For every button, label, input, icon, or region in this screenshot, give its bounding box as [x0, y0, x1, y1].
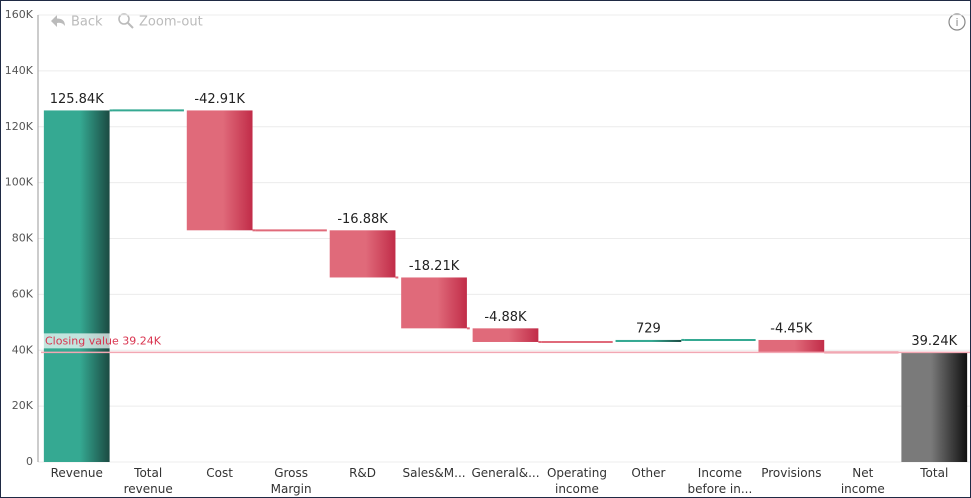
total-bar: [901, 352, 968, 462]
x-tick-line: Margin: [271, 482, 312, 496]
x-tick-line: Gross: [274, 466, 308, 480]
back-icon: [51, 15, 65, 27]
y-tick-label: 20K: [12, 399, 34, 412]
x-tick-line: Revenue: [51, 466, 103, 480]
x-tick-label: Provisions: [761, 466, 821, 480]
zoom-icon: [118, 13, 130, 25]
x-tick-line: Other: [631, 466, 665, 480]
y-tick-label: 160K: [5, 8, 34, 21]
x-tick-label: Net income: [841, 466, 885, 496]
closing-annotation: Closing value 39.24K: [45, 334, 162, 347]
info-button[interactable]: i: [948, 13, 966, 31]
x-tick-line: Income: [698, 466, 742, 480]
bar: [472, 328, 539, 342]
x-tick-line: Operating: [547, 466, 607, 480]
zoom-out-label: Zoom-out: [139, 15, 203, 30]
bar: [615, 339, 682, 342]
y-tick-label: 120K: [5, 120, 34, 133]
x-tick-label: R&D: [349, 466, 376, 480]
y-tick-label: 40K: [12, 343, 34, 356]
info-icon-glyph: i: [955, 16, 958, 29]
x-tick-label: Other: [631, 466, 665, 480]
zoom-icon-handle: [127, 22, 134, 29]
info-icon: [948, 13, 966, 31]
x-tick-line: income: [841, 482, 885, 496]
bar: [329, 230, 396, 278]
y-tick-label: 100K: [5, 176, 34, 189]
annotation-bg: [42, 333, 165, 349]
zoom-out-button[interactable]: Zoom-out: [118, 13, 203, 30]
x-tick-label: Revenue: [51, 466, 103, 480]
x-tick-label: Operating income: [547, 466, 607, 496]
x-tick-label: Total revenue: [124, 466, 173, 496]
y-tick-label: 140K: [5, 64, 34, 77]
x-tick-line: Sales&M...: [402, 466, 465, 480]
x-tick-label: Income before in...: [687, 466, 752, 496]
value-label: -16.88K: [337, 212, 388, 227]
value-label: 729: [636, 321, 661, 336]
value-label: -42.91K: [194, 92, 245, 107]
y-tick-label: 60K: [12, 287, 34, 300]
x-tick-line: income: [555, 482, 599, 496]
x-tick-line: Net: [852, 466, 873, 480]
x-tick-line: Total: [133, 466, 162, 480]
x-tick-line: revenue: [124, 482, 173, 496]
x-tick-label: Sales&M...: [402, 466, 465, 480]
value-label: -4.88K: [484, 310, 527, 325]
x-tick-label: Cost: [206, 466, 233, 480]
bar: [401, 277, 467, 329]
x-tick-label: General&...: [471, 466, 539, 480]
x-tick-line: before in...: [687, 482, 752, 496]
value-label: -18.21K: [409, 259, 460, 274]
x-tick-line: Total: [919, 466, 948, 480]
x-tick-label: Total: [919, 466, 948, 480]
back-label: Back: [71, 15, 103, 30]
x-tick-line: R&D: [349, 466, 376, 480]
x-tick-line: Cost: [206, 466, 233, 480]
value-label: -4.45K: [770, 321, 813, 336]
value-label: 125.84K: [50, 92, 104, 107]
bar: [758, 339, 825, 353]
bar: [186, 110, 253, 231]
x-tick-line: General&...: [471, 466, 539, 480]
bar: [43, 110, 110, 462]
y-tick-label: 80K: [12, 232, 34, 245]
x-tick-line: Provisions: [761, 466, 821, 480]
value-label: 39.24K: [911, 334, 957, 349]
x-tick-label: Gross Margin: [271, 466, 312, 496]
y-tick-label: 0: [26, 455, 33, 468]
back-button[interactable]: Back: [51, 15, 103, 30]
